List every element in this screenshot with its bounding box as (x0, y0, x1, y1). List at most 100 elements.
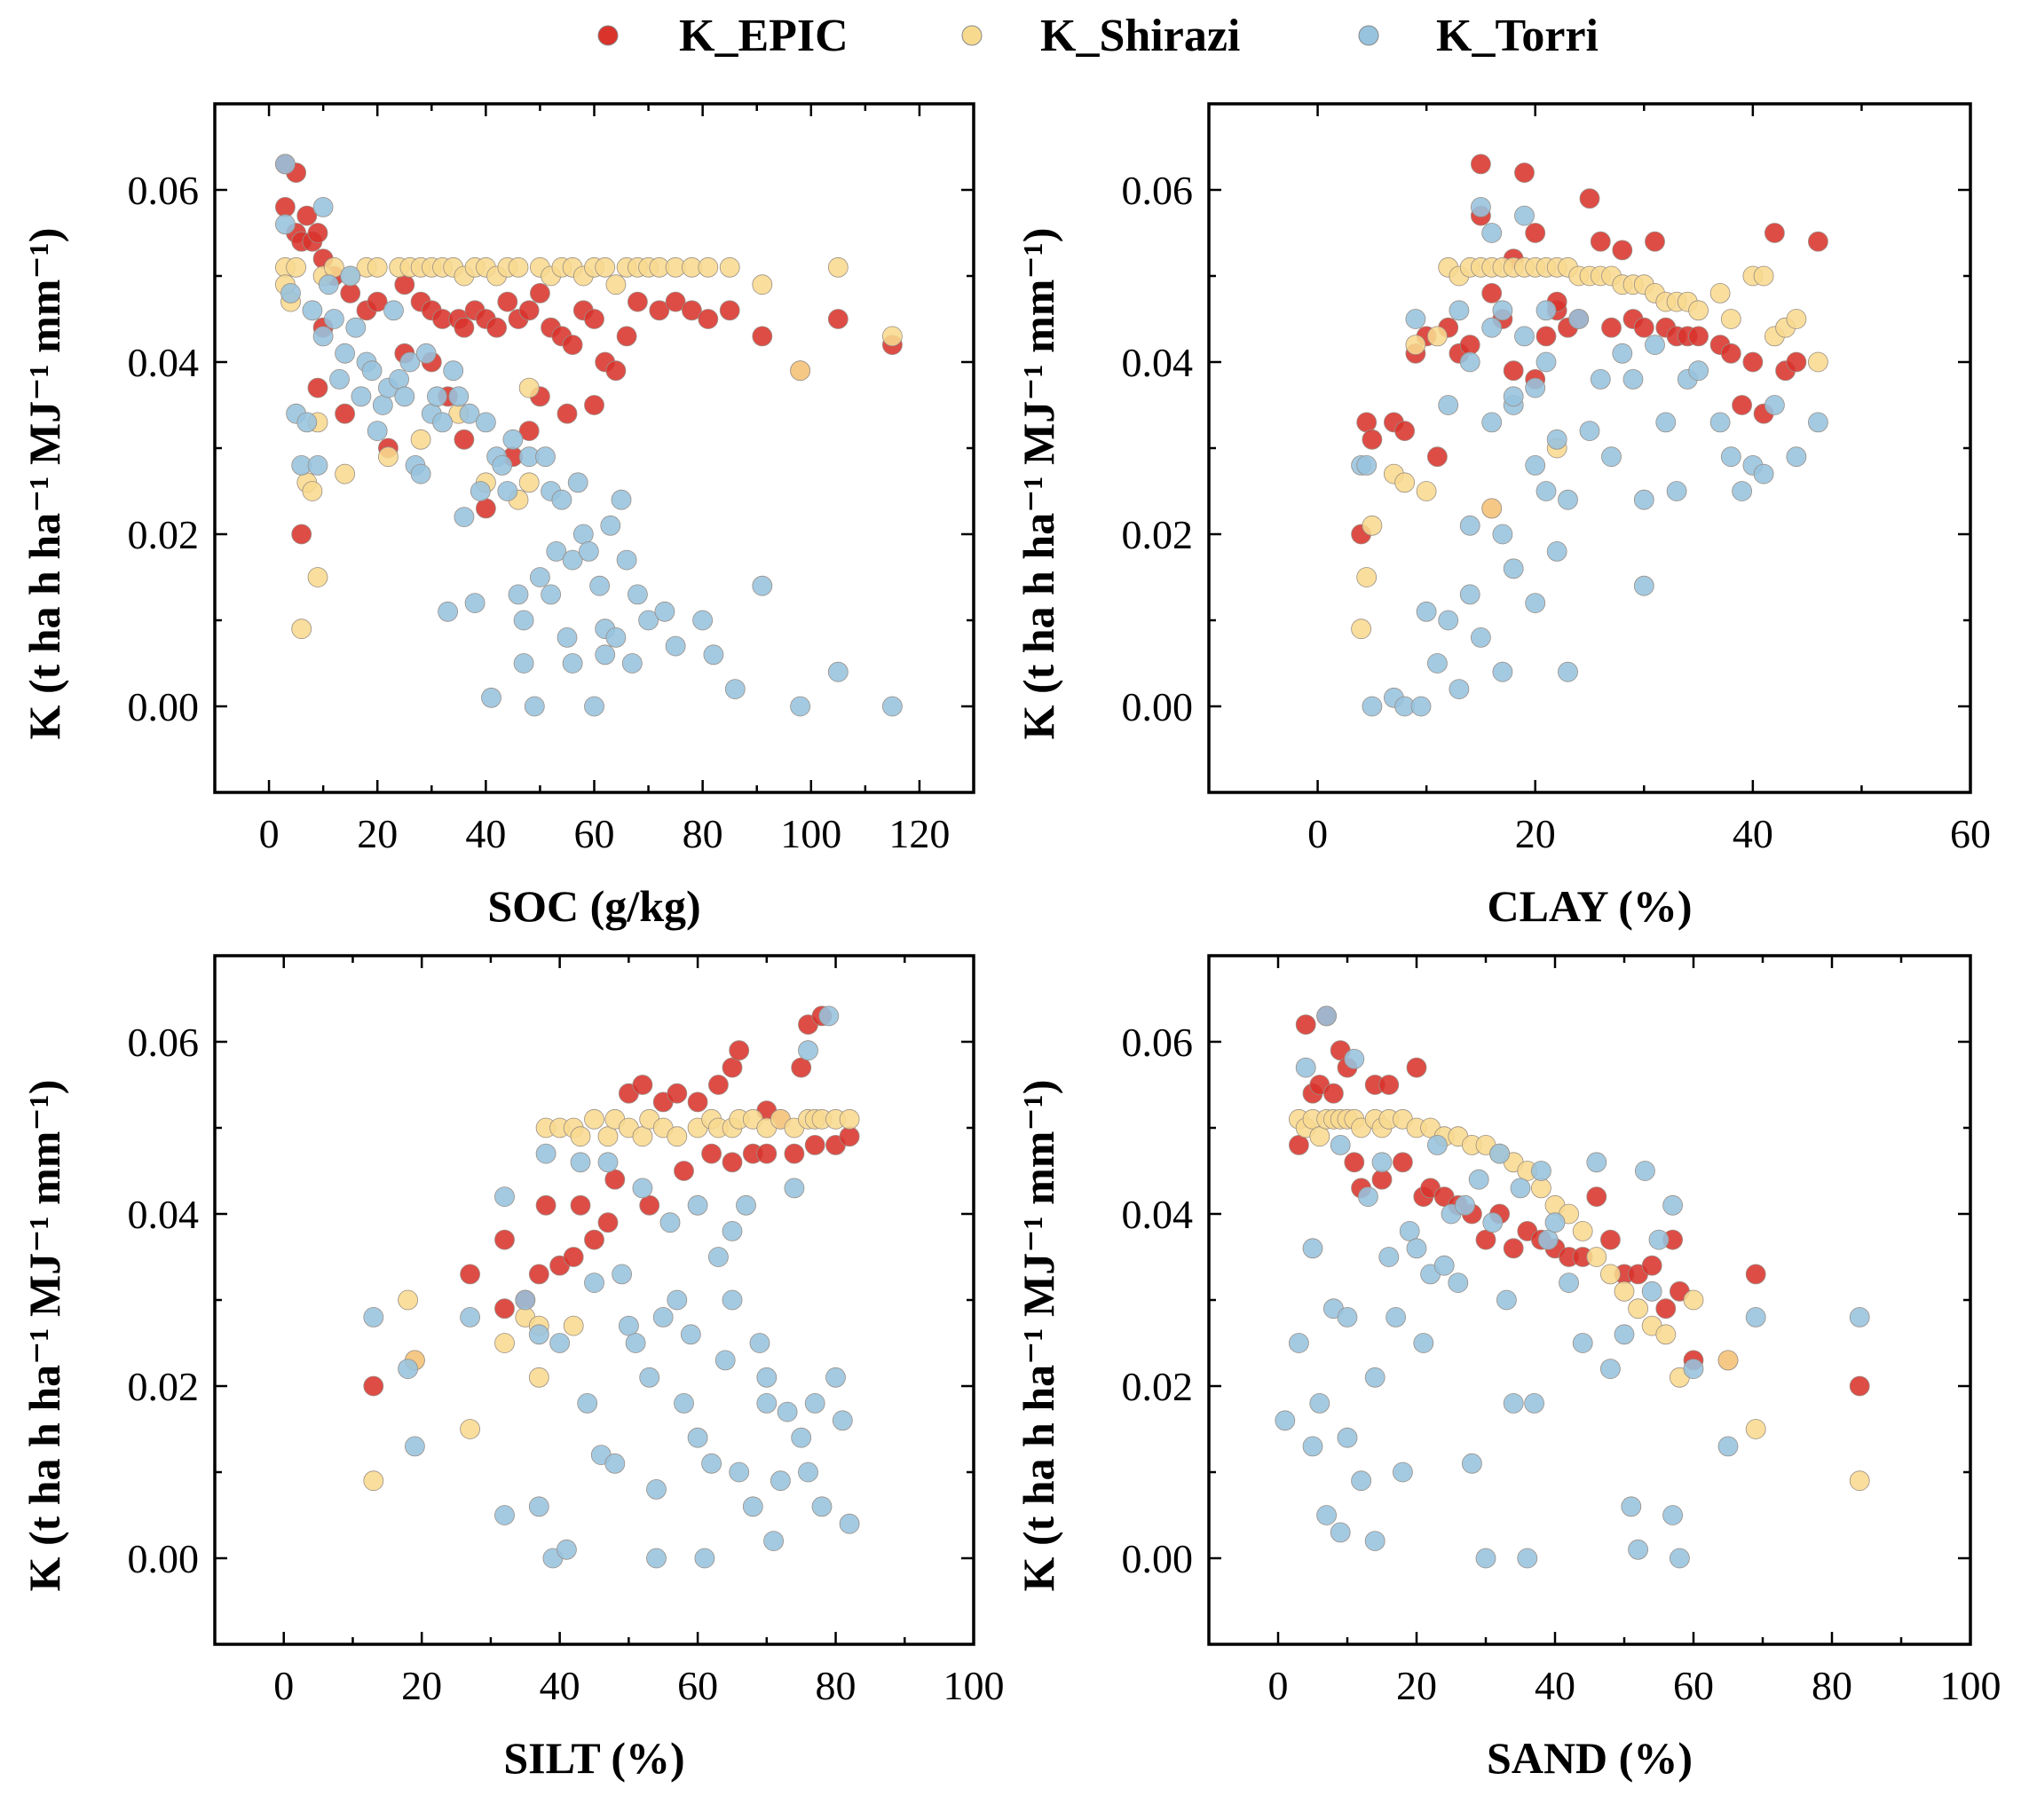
data-point (323, 309, 344, 329)
data-point (1356, 412, 1378, 433)
data-point (632, 1075, 653, 1095)
data-point (1405, 335, 1426, 356)
data-point (340, 282, 361, 303)
data-point (1544, 1212, 1566, 1233)
data-point (494, 1229, 515, 1250)
data-point (1849, 1470, 1870, 1492)
data-point (1546, 429, 1567, 450)
data-point (1362, 696, 1383, 717)
data-point (597, 1126, 619, 1147)
data-point (481, 687, 501, 708)
data-point (1351, 618, 1371, 640)
data-point (476, 498, 496, 519)
data-point (1612, 240, 1633, 261)
data-point (367, 421, 388, 442)
data-point (605, 360, 627, 382)
data-point (577, 1393, 598, 1414)
data-point (1405, 309, 1426, 329)
data-point (570, 1194, 591, 1216)
data-point (616, 326, 637, 347)
data-point (698, 256, 719, 278)
x-tick-label: 20 (1515, 811, 1556, 856)
data-point (1438, 610, 1459, 631)
data-point (722, 1057, 743, 1078)
data-point (513, 653, 534, 674)
data-point (454, 507, 475, 527)
x-tick-label: 0 (259, 811, 280, 856)
data-point (1601, 446, 1622, 468)
data-point (470, 481, 491, 501)
data-point (639, 1194, 660, 1216)
data-point (1459, 515, 1480, 536)
data-point (584, 395, 604, 415)
x-tick-label: 80 (1812, 1663, 1852, 1708)
series-k-torri (274, 154, 903, 717)
data-point (1471, 154, 1491, 175)
data-point (296, 205, 318, 226)
data-point (562, 653, 583, 674)
data-point (361, 360, 383, 382)
data-point (1688, 360, 1709, 382)
data-point (1525, 223, 1546, 243)
data-point (454, 317, 475, 338)
data-point (1413, 1333, 1434, 1353)
data-point (1323, 1083, 1344, 1104)
plot-frame (1207, 954, 1972, 1646)
data-point (1683, 1289, 1704, 1311)
y-tick-label: 0.00 (1122, 684, 1194, 729)
x-tick-label: 40 (540, 1663, 580, 1708)
data-point (1510, 1178, 1531, 1199)
data-point (377, 446, 399, 468)
x-tick-label: 20 (357, 811, 398, 856)
data-point (497, 481, 518, 501)
data-point (1492, 661, 1513, 682)
data-point (646, 1479, 667, 1500)
data-point (1378, 1247, 1400, 1267)
data-point (619, 1315, 639, 1336)
data-point (528, 1264, 549, 1285)
data-point (307, 455, 328, 476)
data-point (584, 309, 604, 329)
data-point (432, 412, 453, 433)
data-point (1720, 309, 1741, 329)
data-point (1330, 1522, 1351, 1543)
data-point (674, 1393, 694, 1414)
panel-top-left: 0 20 40 60 80 100 120 0.00 0.02 0.04 0.06 SOC (g/kg… (20, 102, 975, 931)
data-point (1558, 661, 1578, 682)
data-point (535, 1194, 557, 1216)
data-point (597, 1152, 619, 1173)
data-point (335, 343, 356, 364)
data-point (784, 1143, 805, 1164)
data-point (1289, 1135, 1309, 1155)
data-point (719, 256, 740, 278)
data-point (1641, 1255, 1662, 1276)
data-point (722, 1289, 743, 1311)
data-point (535, 446, 556, 468)
data-point (674, 1161, 694, 1181)
data-point (667, 1289, 688, 1311)
data-point (1406, 1057, 1427, 1078)
y-tick-label: 0.00 (1122, 1536, 1194, 1581)
data-point (513, 610, 534, 631)
data-point (1807, 231, 1828, 252)
data-point (1517, 1548, 1538, 1569)
data-point (1635, 1161, 1655, 1181)
data-point (1492, 524, 1513, 545)
data-point (291, 618, 312, 640)
data-point (1662, 1194, 1683, 1216)
data-point (628, 584, 648, 605)
data-point (1351, 1470, 1371, 1492)
data-point (1362, 515, 1383, 536)
data-point (426, 386, 447, 407)
data-point (1670, 1548, 1690, 1569)
data-point (404, 1436, 425, 1457)
data-point (518, 421, 540, 442)
data-point (1590, 368, 1611, 390)
data-point (1302, 1238, 1323, 1259)
data-point (335, 463, 356, 485)
y-tick-label: 0.04 (128, 1192, 200, 1237)
data-point (597, 1212, 619, 1233)
data-point (605, 274, 627, 295)
x-tick-label: 40 (1733, 811, 1773, 856)
data-point (494, 1505, 515, 1525)
